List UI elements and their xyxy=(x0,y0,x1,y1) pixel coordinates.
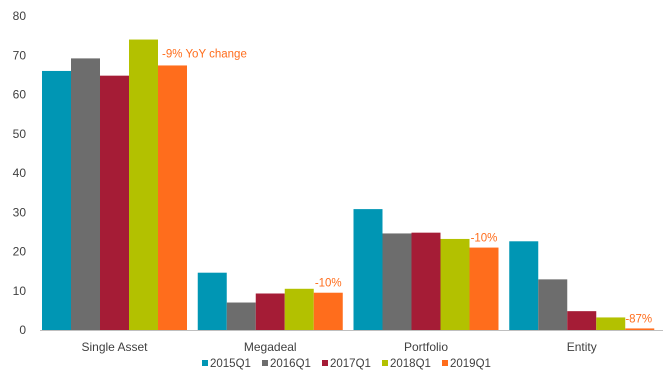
bar-2016Q1-entity xyxy=(538,279,568,330)
y-tick-label: 80 xyxy=(13,9,27,23)
bar-2019Q1-single-asset xyxy=(158,65,187,330)
annotations: -9% YoY change -10% -10% -87% xyxy=(162,48,652,325)
bar-2018Q1-megadeal xyxy=(284,288,314,330)
category-labels: Single Asset Megadeal Portfolio Entity xyxy=(81,340,596,354)
bar-2017Q1-portfolio xyxy=(411,232,441,330)
bar-2015Q1-megadeal xyxy=(197,272,227,330)
bar-2018Q1-single-asset xyxy=(129,39,158,331)
y-tick-label: 0 xyxy=(19,323,26,337)
annotation-label: -10% xyxy=(315,278,342,290)
bar-2019Q1-portfolio xyxy=(469,247,499,330)
bar-2016Q1-portfolio xyxy=(382,233,412,330)
bar-2016Q1-single-asset xyxy=(71,58,100,330)
category-label: Portfolio xyxy=(404,340,448,354)
bar-2016Q1-megadeal xyxy=(226,302,256,330)
y-tick-label: 10 xyxy=(13,284,27,298)
category-label: Entity xyxy=(567,340,597,354)
annotation-label: -10% xyxy=(471,233,498,245)
bar-2015Q1-portfolio xyxy=(353,209,383,330)
y-tick-label: 70 xyxy=(13,48,27,62)
bar-2017Q1-megadeal xyxy=(255,293,285,330)
bar-2015Q1-entity xyxy=(509,241,539,330)
y-tick-label: 30 xyxy=(13,205,27,219)
legend-label: 2015Q1 xyxy=(210,358,251,370)
y-tick-label: 20 xyxy=(13,245,27,259)
bar-2015Q1-single-asset xyxy=(42,70,71,330)
y-tick-label: 50 xyxy=(13,127,27,141)
annotation-label: -9% YoY change xyxy=(162,48,247,60)
bars xyxy=(42,39,655,331)
y-tick-label: 60 xyxy=(13,88,27,102)
legend: 2015Q1 2016Q1 2017Q1 2018Q1 2019Q1 xyxy=(202,358,491,370)
bar-2018Q1-entity xyxy=(596,317,626,330)
legend-label: 2017Q1 xyxy=(330,358,371,370)
legend-label: 2018Q1 xyxy=(390,358,431,370)
category-label: Single Asset xyxy=(81,340,148,354)
annotation-label: -87% xyxy=(625,313,652,325)
bar-2017Q1-single-asset xyxy=(100,75,129,330)
bar-2018Q1-portfolio xyxy=(440,238,470,330)
category-label: Megadeal xyxy=(244,340,297,354)
legend-swatch xyxy=(262,360,268,366)
y-axis-ticks: 0 10 20 30 40 50 60 70 80 xyxy=(13,9,27,337)
bar-2017Q1-entity xyxy=(567,311,597,330)
y-tick-label: 40 xyxy=(13,166,27,180)
legend-swatch xyxy=(202,360,208,366)
legend-swatch xyxy=(442,360,448,366)
legend-label: 2019Q1 xyxy=(450,358,491,370)
bar-2019Q1-entity xyxy=(625,328,655,330)
legend-swatch xyxy=(322,360,328,366)
legend-label: 2016Q1 xyxy=(270,358,311,370)
legend-swatch xyxy=(382,360,388,366)
bar-2019Q1-megadeal xyxy=(313,292,343,330)
